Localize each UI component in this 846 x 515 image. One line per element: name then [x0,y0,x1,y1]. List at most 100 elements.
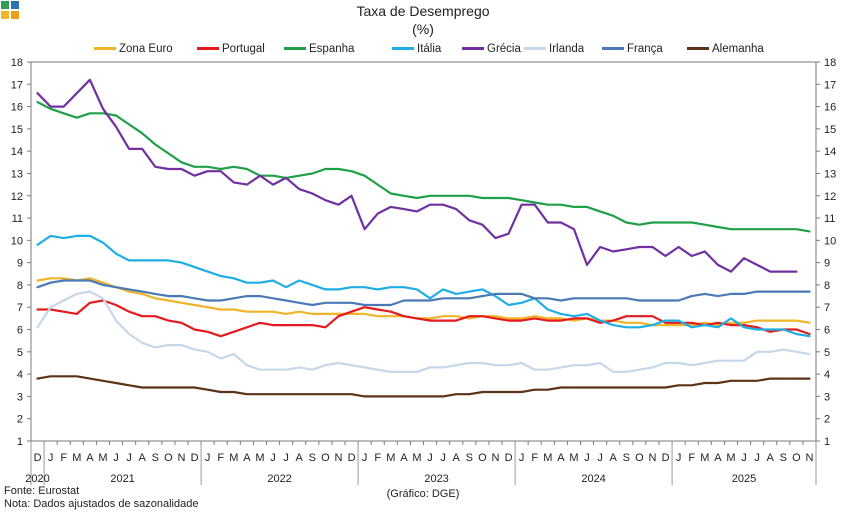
x-tick-label-month: J [584,452,590,464]
x-tick-label-month: J [427,452,433,464]
x-tick-label-month: D [662,452,670,464]
x-tick-label-month: S [152,452,159,464]
y-tick-label-left: 12 [11,191,23,203]
x-tick-label-month: J [126,452,132,464]
x-tick-label-month: O [635,452,644,464]
y-tick-label-right: 5 [824,347,830,359]
x-tick-label-month: A [296,452,304,464]
x-tick-label-month: J [519,452,525,464]
x-tick-label-month: D [505,452,513,464]
legend-item-franca: França [602,43,663,55]
legend-swatch [392,47,414,51]
x-tick-label-month: M [569,452,578,464]
year-label: 2020 [25,473,49,485]
y-tick-label-right: 11 [824,213,835,225]
x-tick-label-month: A [139,452,147,464]
x-tick-label-month: A [767,452,775,464]
chart-credit: (Gráfico: DGE) [386,488,460,500]
x-tick-label-month: J [205,452,211,464]
x-tick-label-month: N [648,452,656,464]
x-tick-label-month: F [217,452,224,464]
y-tick-label-right: 8 [824,280,830,292]
x-tick-label-month: M [700,452,709,464]
x-tick-label-month: F [374,452,381,464]
logo-square-blue [11,1,19,9]
x-tick-label-month: A [400,452,408,464]
y-tick-label-left: 16 [11,102,23,114]
x-tick-label-month: F [688,452,695,464]
x-tick-label-month: J [440,452,446,464]
y-tick-label-left: 10 [11,235,23,247]
year-label: 2022 [267,473,291,485]
x-tick-label-month: A [557,452,565,464]
x-tick-label-month: J [676,452,682,464]
x-tick-label-month: J [741,452,747,464]
x-tick-label-month: J [283,452,289,464]
x-tick-label-month: M [72,452,81,464]
x-tick-label-month: M [255,452,264,464]
legend-item-irlanda: Irlanda [524,43,584,55]
y-tick-label-right: 14 [824,146,836,158]
year-label: 2021 [110,473,134,485]
legend-swatch [687,47,709,51]
legend-label: Espanha [309,43,355,55]
legend-swatch [284,47,306,51]
x-tick-label-month: S [466,452,473,464]
year-label: 2023 [424,473,448,485]
legend-label: Portugal [222,43,265,55]
x-tick-label-month: M [98,452,107,464]
y-tick-label-left: 14 [11,146,23,158]
x-tick-label-month: J [270,452,276,464]
legend-item-italia: Itália [392,43,441,55]
year-label: 2024 [581,473,605,485]
x-tick-label-month: N [491,452,499,464]
x-tick-label-month: M [543,452,552,464]
y-tick-label-right: 7 [824,302,830,314]
x-tick-label-month: S [309,452,316,464]
legend-label: Irlanda [549,43,585,55]
x-tick-label-month: N [177,452,185,464]
x-tick-label-month: J [113,452,119,464]
x-tick-label-month: M [386,452,395,464]
legend-swatch [524,47,546,51]
series-line-grecia [36,78,798,273]
logo-square-green [1,1,9,9]
x-tick-label-month: A [453,452,461,464]
series-line-italia [36,234,811,338]
y-tick-label-right: 13 [824,168,836,180]
y-tick-label-right: 16 [824,102,836,114]
chart-title: Taxa de Desemprego [356,3,490,19]
legend-swatch [602,47,624,51]
legend-swatch [462,47,484,51]
y-tick-label-right: 12 [824,191,836,203]
y-tick-label-left: 9 [17,258,23,270]
y-tick-label-right: 15 [824,124,836,136]
y-tick-label-left: 3 [17,391,23,403]
legend-swatch [197,47,219,51]
legend-label: Itália [417,43,442,55]
x-tick-label-month: M [412,452,421,464]
y-tick-label-left: 4 [17,369,23,381]
x-tick-label-month: J [48,452,54,464]
y-tick-label-right: 2 [824,414,830,426]
series-line-espanha [36,101,811,233]
legend-label: Grécia [487,43,521,55]
series-line-zona-euro [36,277,811,327]
legend-item-espanha: Espanha [284,43,354,55]
series-line-franca [36,279,811,307]
x-tick-label-month: O [478,452,487,464]
y-tick-label-left: 2 [17,414,23,426]
y-tick-label-right: 18 [824,57,836,69]
y-tick-label-left: 6 [17,325,23,337]
y-tick-label-right: 3 [824,391,830,403]
y-tick-label-right: 4 [824,369,830,381]
x-tick-label-month: A [86,452,94,464]
y-tick-label-left: 17 [11,79,23,91]
y-tick-label-left: 18 [11,57,23,69]
y-tick-label-left: 5 [17,347,23,359]
legend-label: França [627,43,663,55]
legend-item-alemanha: Alemanha [687,43,764,55]
legend-item-zona-euro: Zona Euro [94,43,173,55]
x-tick-label-month: O [164,452,173,464]
x-tick-label-month: D [34,452,42,464]
